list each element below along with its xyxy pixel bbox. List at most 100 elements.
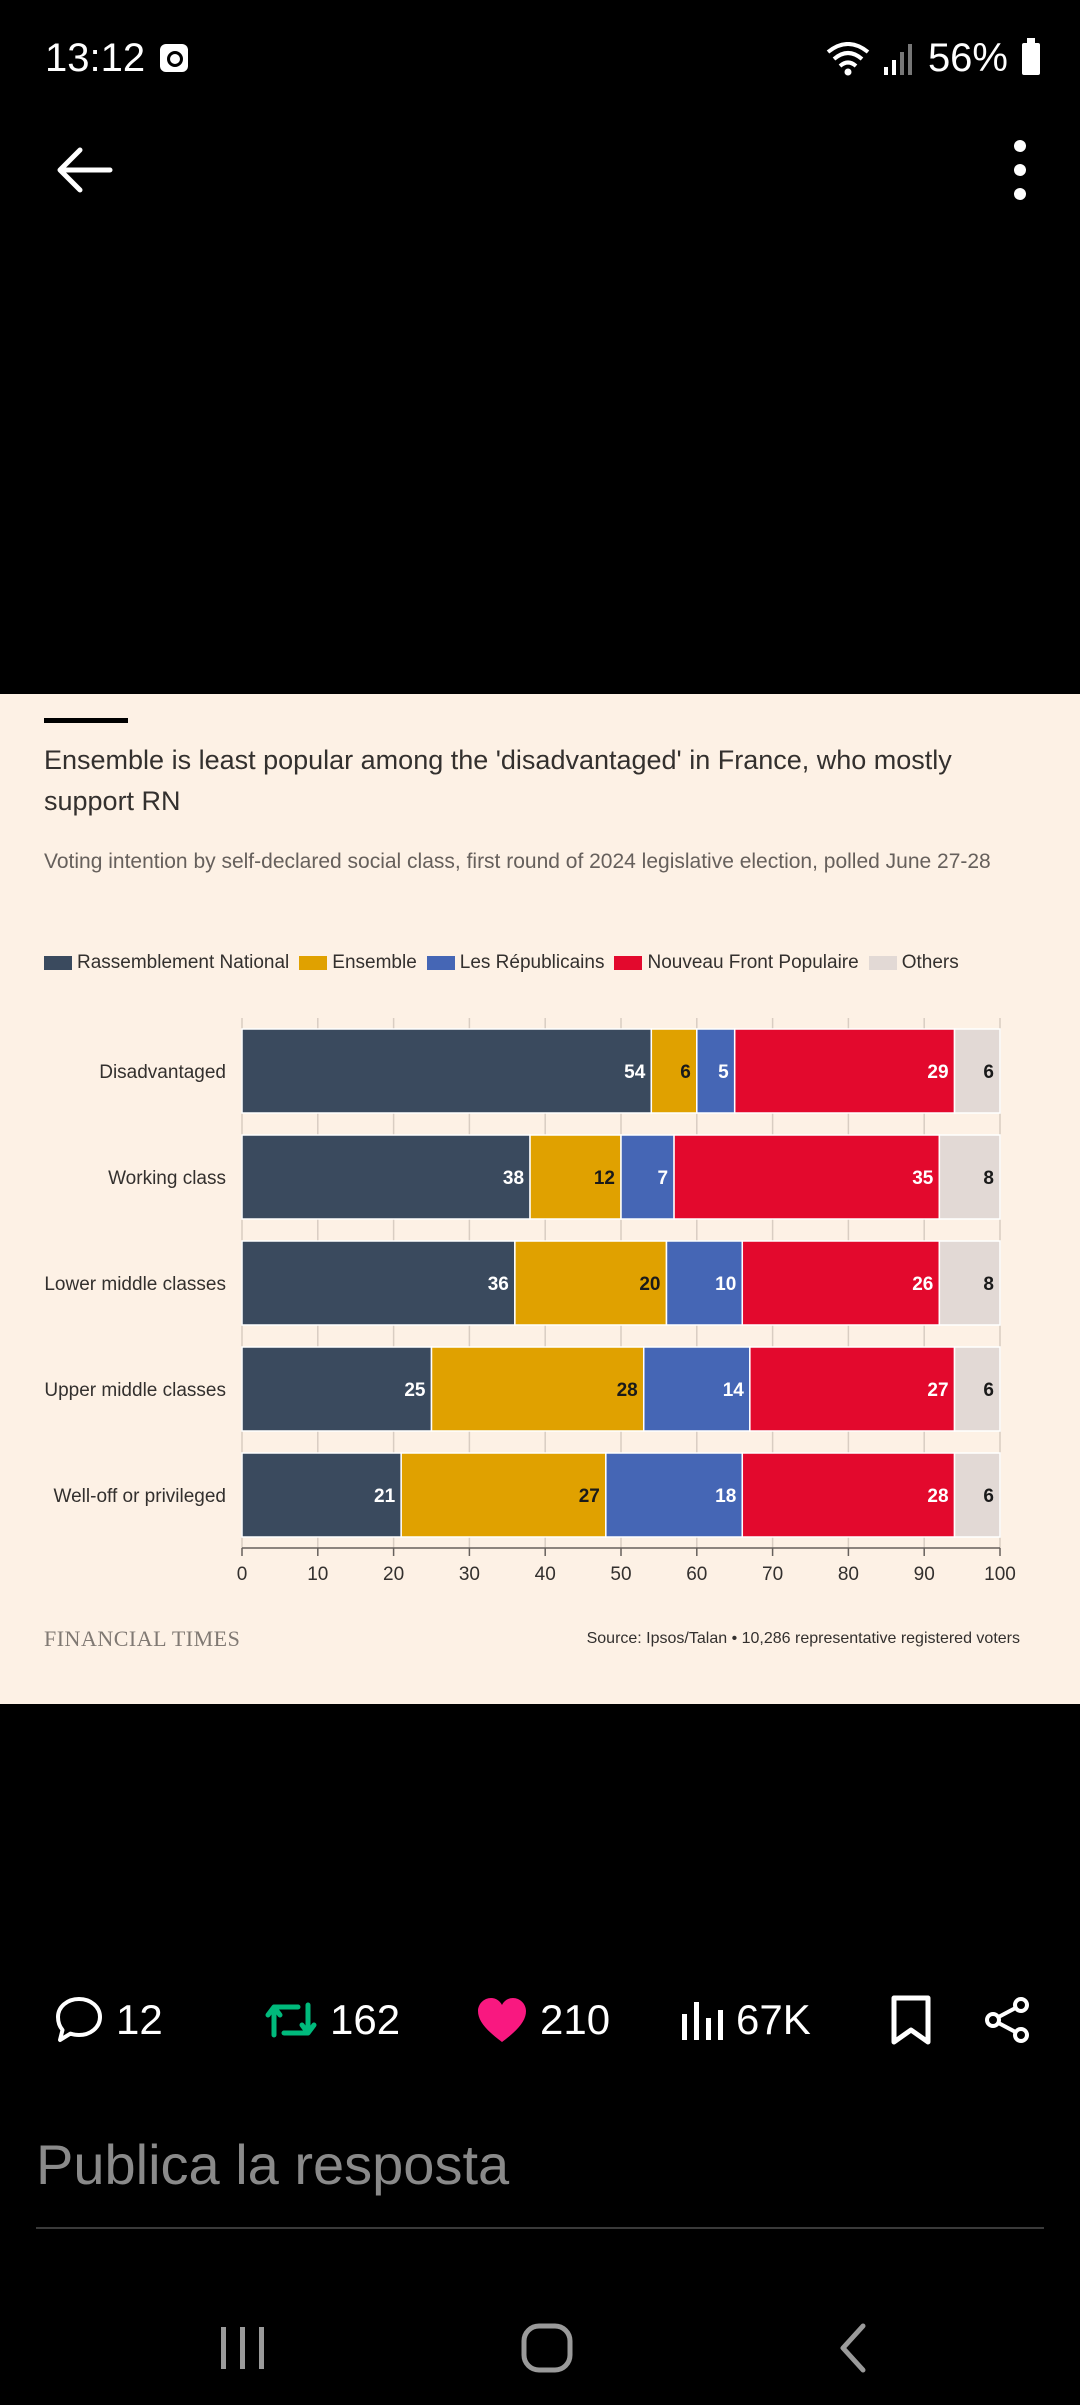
bar-segment [749, 1346, 956, 1432]
post-actions: 12 162 210 67K [0, 1980, 1080, 2060]
x-tick-label: 70 [762, 1564, 783, 1585]
category-label: Lower middle classes [44, 1274, 226, 1295]
chart-subtitle: Voting intention by self-declared social… [44, 850, 991, 873]
data-label: 6 [983, 1380, 994, 1401]
data-label: 6 [983, 1486, 994, 1507]
bar-segment [953, 1346, 1001, 1432]
data-label: 8 [983, 1168, 994, 1189]
bar-segment [241, 1452, 402, 1538]
chevron-left-icon [840, 2323, 866, 2373]
like-button[interactable]: 210 [476, 1980, 610, 2060]
bar-segment [400, 1452, 607, 1538]
recent-apps-icon [221, 2327, 264, 2369]
battery-icon [1022, 37, 1040, 75]
data-label: 8 [983, 1274, 994, 1295]
category-label: Disadvantaged [99, 1062, 226, 1083]
view-count: 67K [736, 1996, 811, 2043]
bookmark-button[interactable] [888, 1980, 934, 2060]
share-button[interactable] [982, 1980, 1032, 2060]
bar-segment [673, 1134, 941, 1220]
data-label: 12 [594, 1168, 615, 1189]
comment-icon [56, 1997, 102, 2042]
data-label: 27 [927, 1380, 948, 1401]
system-navigation-bar [0, 2290, 1080, 2400]
bar-segment [953, 1028, 1001, 1114]
share-icon [985, 1997, 1029, 2043]
data-label: 10 [715, 1274, 736, 1295]
recent-apps-button[interactable] [173, 2290, 313, 2400]
signal-icon [883, 43, 912, 75]
repost-count: 162 [330, 1996, 401, 2043]
data-label: 20 [639, 1274, 660, 1295]
x-tick-label: 90 [914, 1564, 935, 1585]
data-label: 28 [927, 1486, 948, 1507]
bar-segment [696, 1028, 736, 1114]
x-tick-label: 50 [610, 1564, 631, 1585]
chart-title: Ensemble is least popular among the 'dis… [44, 745, 952, 816]
bar-segment [741, 1240, 941, 1326]
data-label: 29 [927, 1062, 948, 1083]
legend-swatch [868, 956, 897, 970]
home-icon [521, 2323, 573, 2373]
x-tick-label: 10 [307, 1564, 328, 1585]
x-tick-label: 20 [383, 1564, 404, 1585]
publisher-logo: FINANCIAL TIMES [44, 1626, 241, 1651]
legend-swatch [426, 956, 455, 970]
data-label: 54 [624, 1062, 646, 1083]
x-tick-label: 100 [984, 1564, 1016, 1585]
reply-count: 12 [116, 1996, 163, 2043]
repost-button[interactable]: 162 [264, 1980, 400, 2060]
app-bar [0, 120, 1080, 220]
legend-label: Nouveau Front Populaire [647, 952, 859, 973]
legend-label: Rassemblement National [77, 952, 290, 973]
bar-segment [733, 1028, 956, 1114]
data-label: 14 [723, 1380, 745, 1401]
status-bar: 13:12 56% [0, 0, 1080, 120]
home-button[interactable] [476, 2290, 616, 2400]
bar-segment [241, 1134, 531, 1220]
bar-chart-icon [682, 2002, 723, 2040]
bar-segment [650, 1028, 698, 1114]
repost-icon [265, 2002, 317, 2038]
category-label: Upper middle classes [44, 1380, 226, 1401]
legend-item: Rassemblement National [44, 952, 289, 974]
data-label: 6 [983, 1062, 994, 1083]
bar-segment [241, 1346, 433, 1432]
legend-swatch [614, 956, 643, 970]
legend-label: Les Républicains [459, 952, 605, 973]
data-label: 6 [680, 1062, 691, 1083]
data-label: 5 [718, 1062, 729, 1083]
stacked-bar-chart: Disadvantaged 54 6 5 29 6 Working class 38 12 7 35… [44, 1018, 1016, 1585]
reply-input[interactable]: Publica la resposta [36, 2133, 510, 2196]
bookmark-icon [891, 1995, 931, 2045]
data-label: 36 [488, 1274, 509, 1295]
battery-percentage: 56% [927, 36, 1008, 80]
views-button[interactable]: 67K [680, 1980, 811, 2060]
status-time: 13:12 [45, 36, 146, 80]
data-label: 35 [912, 1168, 934, 1189]
legend-label: Others [901, 952, 959, 973]
legend-label: Ensemble [332, 952, 417, 973]
data-label: 21 [374, 1486, 396, 1507]
x-tick-label: 0 [237, 1564, 248, 1585]
post-media-chart[interactable]: Ensemble is least popular among the 'dis… [0, 694, 1080, 1704]
reply-button[interactable]: 12 [54, 1980, 163, 2060]
data-label: 38 [503, 1168, 524, 1189]
x-tick-label: 30 [459, 1564, 480, 1585]
system-back-button[interactable] [779, 2290, 919, 2400]
bar-segment [741, 1452, 956, 1538]
data-label: 7 [657, 1168, 668, 1189]
like-count: 210 [540, 1996, 611, 2043]
status-indicators: 56% [826, 36, 1040, 81]
chart-source: Source: Ipsos/Talan • 10,286 representat… [586, 1630, 1020, 1647]
bar-segment [938, 1240, 1001, 1326]
legend-swatch [44, 956, 72, 970]
legend-swatch [299, 956, 328, 970]
bar-segment [665, 1240, 744, 1326]
x-tick-label: 60 [686, 1564, 707, 1585]
more-options-button[interactable] [990, 140, 1050, 200]
wifi-icon [826, 41, 870, 75]
bar-segment [514, 1240, 668, 1326]
back-button[interactable] [50, 140, 120, 200]
bar-segment [605, 1452, 744, 1538]
